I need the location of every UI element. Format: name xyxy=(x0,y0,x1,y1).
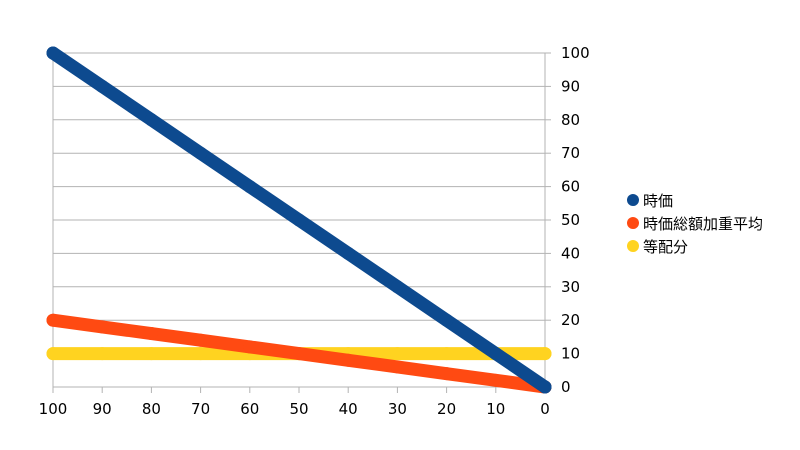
data-point xyxy=(440,367,454,381)
x-tick-label: 40 xyxy=(339,400,358,418)
data-point xyxy=(95,347,109,361)
data-point xyxy=(390,347,404,361)
data-point xyxy=(243,340,257,354)
legend-label: 等配分 xyxy=(643,238,688,256)
x-tick-label: 90 xyxy=(93,400,112,418)
x-axis-ticks: 100 90 80 70 60 50 40 30 20 10 0 xyxy=(39,400,550,418)
x-tick-label: 50 xyxy=(289,400,308,418)
data-point xyxy=(390,360,404,374)
data-point xyxy=(243,180,257,194)
data-point xyxy=(341,353,355,367)
y-tick-label: 40 xyxy=(561,244,580,262)
y-tick-label: 80 xyxy=(561,111,580,129)
y-tick-label: 100 xyxy=(561,44,590,62)
data-point xyxy=(144,113,158,127)
data-point xyxy=(46,46,60,60)
y-tick-label: 20 xyxy=(561,311,580,329)
data-point xyxy=(292,213,306,227)
x-tick-label: 10 xyxy=(486,400,505,418)
legend-swatch xyxy=(627,217,639,229)
legend-item: 等配分 xyxy=(627,238,688,256)
x-tick-label: 100 xyxy=(39,400,68,418)
legend-item: 時価 xyxy=(627,192,673,210)
y-tick-label: 90 xyxy=(561,77,580,95)
data-point xyxy=(489,373,503,387)
legend-item: 時価総額加重平均 xyxy=(627,215,763,233)
data-point xyxy=(292,347,306,361)
y-tick-label: 10 xyxy=(561,345,580,363)
data-point xyxy=(95,320,109,334)
x-tick-label: 70 xyxy=(191,400,210,418)
data-point xyxy=(144,347,158,361)
data-point xyxy=(390,280,404,294)
legend-swatch xyxy=(627,240,639,252)
x-tick-label: 60 xyxy=(240,400,259,418)
data-point xyxy=(489,347,503,361)
y-axis-ticks: 0 10 20 30 40 50 60 70 80 90 100 xyxy=(561,44,590,396)
y-tick-label: 60 xyxy=(561,178,580,196)
data-point xyxy=(194,347,208,361)
series-layer xyxy=(46,46,552,394)
x-tick-label: 30 xyxy=(388,400,407,418)
data-point xyxy=(46,313,60,327)
series-1 xyxy=(46,46,552,394)
data-point xyxy=(440,347,454,361)
data-point xyxy=(538,380,552,394)
data-point xyxy=(194,333,208,347)
data-point xyxy=(538,347,552,361)
data-point xyxy=(440,313,454,327)
legend-swatch xyxy=(627,194,639,206)
legend-label: 時価 xyxy=(643,192,673,210)
x-tick-label: 80 xyxy=(142,400,161,418)
y-tick-label: 0 xyxy=(561,378,571,396)
data-point xyxy=(46,347,60,361)
y-tick-label: 70 xyxy=(561,144,580,162)
data-point xyxy=(95,79,109,93)
data-point xyxy=(194,146,208,160)
data-point xyxy=(341,246,355,260)
x-tick-label: 0 xyxy=(540,400,550,418)
legend-label: 時価総額加重平均 xyxy=(643,215,763,233)
data-point xyxy=(144,327,158,341)
x-tick-label: 20 xyxy=(437,400,456,418)
y-tick-label: 50 xyxy=(561,211,580,229)
y-tick-label: 30 xyxy=(561,278,580,296)
